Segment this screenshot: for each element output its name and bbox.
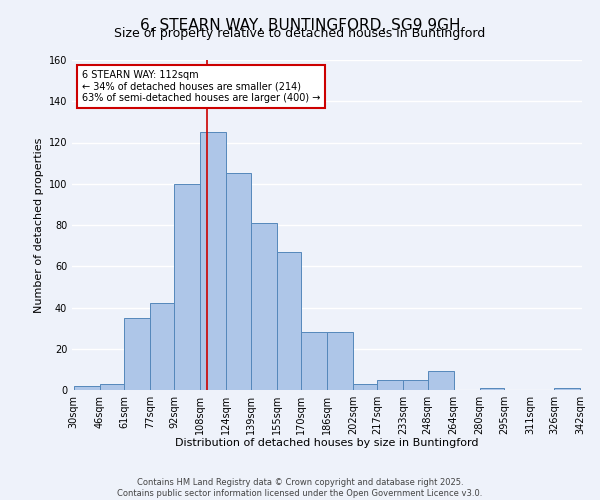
Bar: [428, 372, 454, 390]
X-axis label: Distribution of detached houses by size in Buntingford: Distribution of detached houses by size …: [175, 438, 479, 448]
Bar: [150, 304, 175, 390]
Bar: [327, 332, 353, 390]
Bar: [226, 174, 251, 390]
Bar: [377, 380, 403, 390]
Bar: [100, 384, 124, 390]
Bar: [403, 380, 428, 390]
Bar: [277, 252, 301, 390]
Bar: [251, 223, 277, 390]
Text: 6 STEARN WAY: 112sqm
← 34% of detached houses are smaller (214)
63% of semi-deta: 6 STEARN WAY: 112sqm ← 34% of detached h…: [82, 70, 320, 103]
Bar: [124, 318, 150, 390]
Bar: [353, 384, 377, 390]
Bar: [554, 388, 580, 390]
Bar: [74, 386, 100, 390]
Text: Contains HM Land Registry data © Crown copyright and database right 2025.
Contai: Contains HM Land Registry data © Crown c…: [118, 478, 482, 498]
Bar: [200, 132, 226, 390]
Bar: [479, 388, 504, 390]
Text: Size of property relative to detached houses in Buntingford: Size of property relative to detached ho…: [115, 28, 485, 40]
Bar: [175, 184, 200, 390]
Y-axis label: Number of detached properties: Number of detached properties: [34, 138, 44, 312]
Bar: [301, 332, 327, 390]
Text: 6, STEARN WAY, BUNTINGFORD, SG9 9GH: 6, STEARN WAY, BUNTINGFORD, SG9 9GH: [140, 18, 460, 32]
